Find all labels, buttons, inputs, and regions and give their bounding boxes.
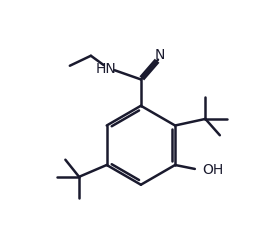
Text: HN: HN — [96, 62, 117, 76]
Text: OH: OH — [202, 162, 223, 176]
Text: N: N — [154, 48, 164, 62]
